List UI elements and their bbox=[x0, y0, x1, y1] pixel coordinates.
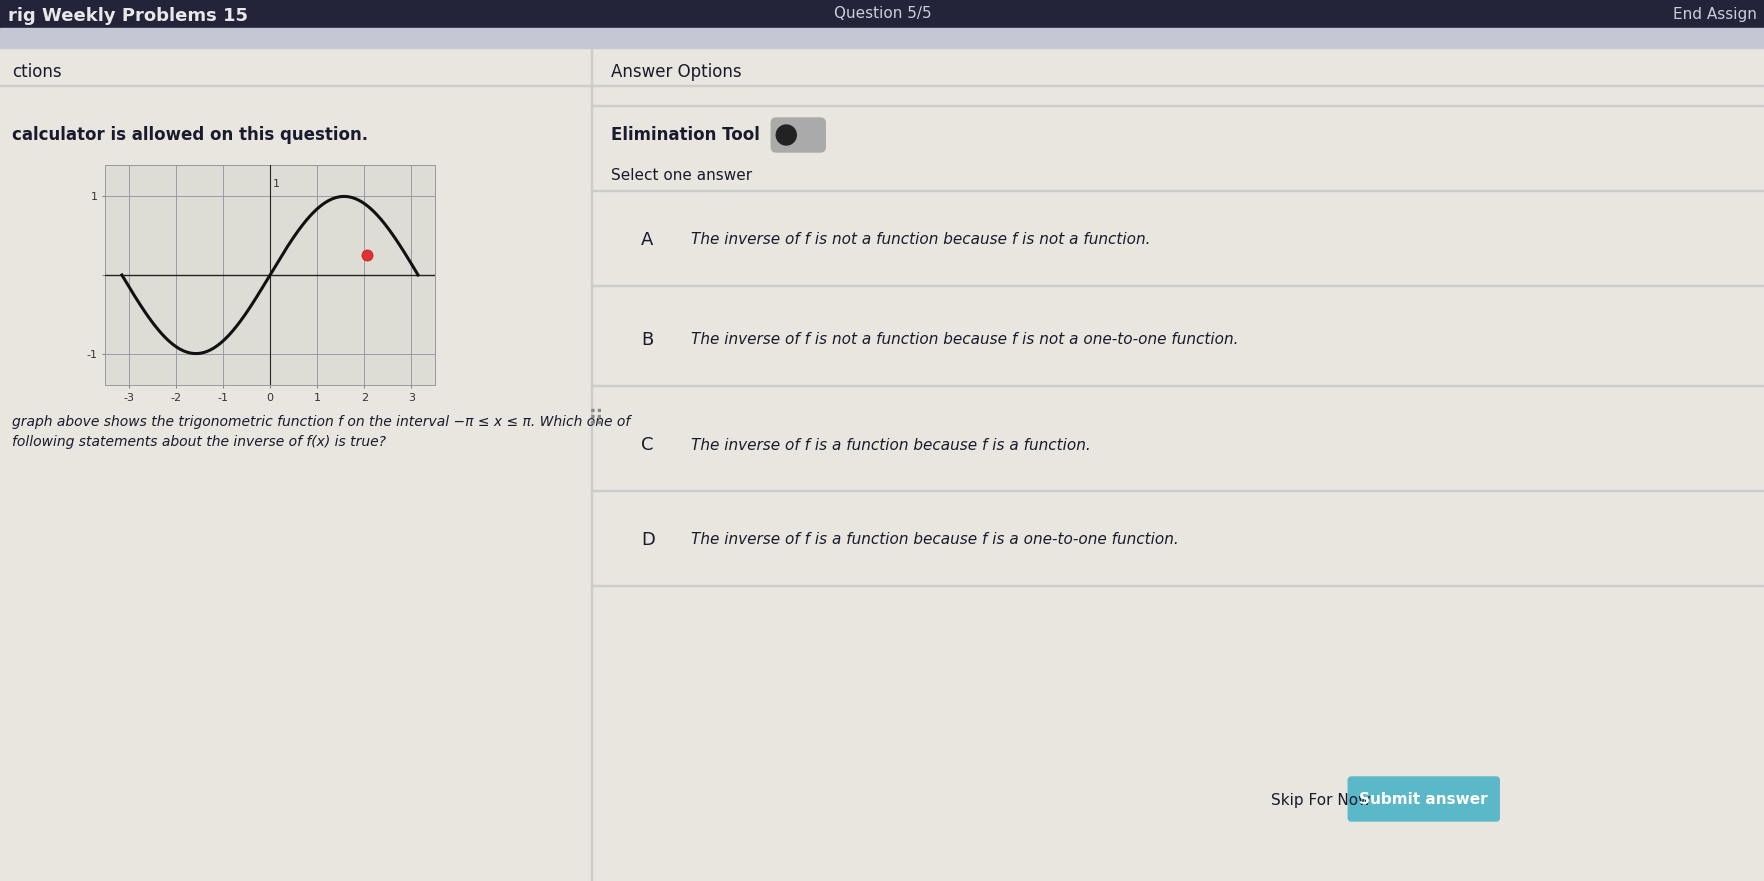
Bar bbox=[591, 400, 1764, 490]
Bar bbox=[0, 0, 1764, 28]
Text: Skip For Now: Skip For Now bbox=[1270, 793, 1371, 808]
Bar bbox=[0, 28, 1764, 48]
Bar bbox=[591, 190, 1764, 191]
Bar bbox=[591, 48, 1764, 881]
Text: Select one answer: Select one answer bbox=[610, 167, 751, 182]
Text: Submit answer: Submit answer bbox=[1358, 791, 1487, 806]
Text: The inverse of f is a function because f is a one-to-one function.: The inverse of f is a function because f… bbox=[691, 532, 1178, 547]
Text: D: D bbox=[640, 531, 654, 549]
Text: A: A bbox=[640, 231, 653, 249]
Text: following statements about the inverse of f(x) is true?: following statements about the inverse o… bbox=[12, 435, 386, 449]
Bar bbox=[591, 85, 1764, 86]
Bar bbox=[591, 385, 1764, 386]
Text: calculator is allowed on this question.: calculator is allowed on this question. bbox=[12, 126, 369, 144]
Text: graph above shows the trigonometric function f on the interval −π ≤ x ≤ π. Which: graph above shows the trigonometric func… bbox=[12, 415, 630, 429]
Text: Question 5/5: Question 5/5 bbox=[833, 6, 931, 21]
Text: B: B bbox=[640, 331, 653, 349]
Text: End Assign: End Assign bbox=[1672, 6, 1755, 21]
Bar bbox=[591, 105, 1764, 106]
Bar bbox=[591, 495, 1764, 585]
Bar bbox=[591, 285, 1764, 286]
Bar bbox=[591, 585, 1764, 586]
Circle shape bbox=[776, 125, 796, 145]
Text: ⠿: ⠿ bbox=[587, 410, 603, 430]
Text: ctions: ctions bbox=[12, 63, 62, 81]
Bar bbox=[591, 490, 1764, 491]
Text: C: C bbox=[640, 436, 653, 454]
Bar bbox=[591, 195, 1764, 285]
Bar bbox=[0, 48, 591, 881]
Text: The inverse of f is not a function because f is not a function.: The inverse of f is not a function becau… bbox=[691, 233, 1150, 248]
Text: 1: 1 bbox=[272, 179, 279, 189]
Text: The inverse of f is a function because f is a function.: The inverse of f is a function because f… bbox=[691, 438, 1090, 453]
Text: The inverse of f is not a function because f is not a one-to-one function.: The inverse of f is not a function becau… bbox=[691, 332, 1238, 347]
Text: rig Weekly Problems 15: rig Weekly Problems 15 bbox=[9, 7, 249, 25]
Bar bbox=[591, 295, 1764, 385]
FancyBboxPatch shape bbox=[1348, 777, 1498, 821]
Text: Answer Options: Answer Options bbox=[610, 63, 741, 81]
FancyBboxPatch shape bbox=[771, 118, 826, 152]
Bar bbox=[0, 85, 591, 86]
Text: Elimination Tool: Elimination Tool bbox=[610, 126, 760, 144]
